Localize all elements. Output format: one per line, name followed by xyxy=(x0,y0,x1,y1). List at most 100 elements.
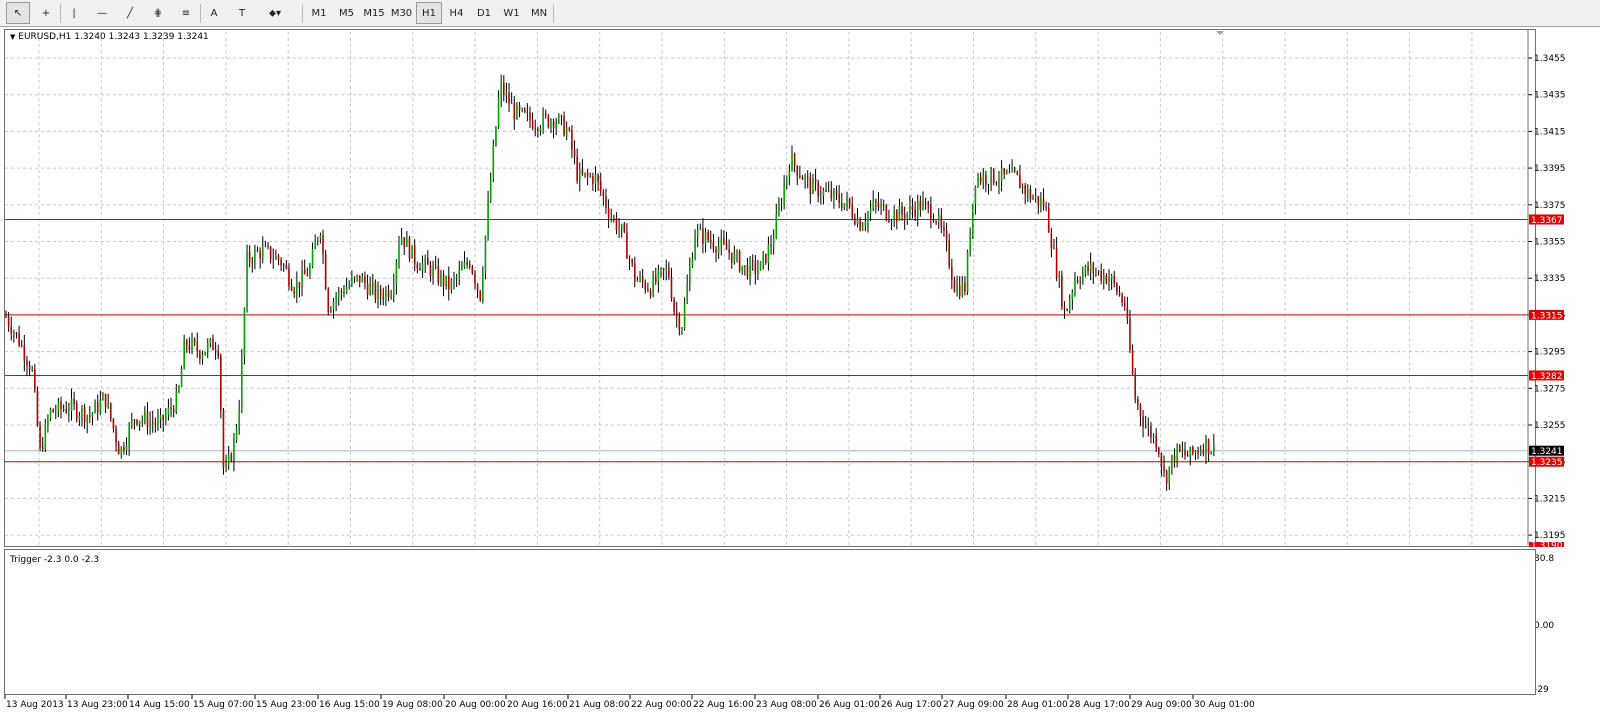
timeframe-m30-button[interactable]: M30 xyxy=(390,7,413,19)
candle-body xyxy=(610,217,613,219)
candle-body xyxy=(1155,435,1157,449)
candle-body xyxy=(398,243,400,262)
candle-body xyxy=(243,309,246,357)
candle-body xyxy=(791,154,793,171)
candle-body xyxy=(361,276,364,283)
candle-body xyxy=(141,419,144,422)
candle-body xyxy=(508,92,510,105)
candle-body xyxy=(678,316,681,330)
equidistant-channel-tool-button[interactable]: ⋕ xyxy=(146,2,170,24)
candle-body xyxy=(1139,404,1142,417)
candle-body xyxy=(542,113,544,129)
candle-body xyxy=(699,228,702,230)
candle-body xyxy=(623,223,626,232)
candle-body xyxy=(822,190,825,196)
candle-body xyxy=(749,260,751,278)
candle-body xyxy=(605,196,607,208)
candle-body xyxy=(89,415,91,417)
candle-body xyxy=(720,238,723,246)
vertical-line-tool-button[interactable]: | xyxy=(62,2,86,24)
trendline-tool-button[interactable]: ╱ xyxy=(118,2,142,24)
candle-body xyxy=(919,200,922,210)
candle-body xyxy=(191,339,193,351)
candle-body xyxy=(1147,426,1150,428)
candle-body xyxy=(922,201,924,210)
candle-body xyxy=(324,253,327,289)
candle-body xyxy=(427,257,429,265)
toolbar-separator xyxy=(200,4,201,23)
candle-body xyxy=(372,282,374,285)
candle-body xyxy=(903,214,906,220)
candle-body xyxy=(400,237,403,244)
chart-menu-triangle-icon[interactable]: ▼ xyxy=(10,33,16,41)
time-axis-label: 28 Aug 01:00 xyxy=(1007,700,1068,710)
candle-body xyxy=(261,246,264,259)
candle-body xyxy=(746,265,749,278)
candle-body xyxy=(510,103,513,105)
candle-body xyxy=(1097,270,1100,272)
candle-body xyxy=(521,108,523,110)
candle-body xyxy=(783,184,785,205)
horizontal-line-tool-button[interactable]: — xyxy=(90,2,114,24)
candle-body xyxy=(178,386,180,392)
timeframe-mn-button[interactable]: MN xyxy=(530,7,548,19)
candle-body xyxy=(830,190,833,199)
text-tool-button[interactable]: A xyxy=(202,2,226,24)
timeframe-h1-button[interactable]: H1 xyxy=(416,2,442,24)
candle-body xyxy=(992,168,995,184)
candle-body xyxy=(1144,426,1147,428)
timeframe-w1-button[interactable]: W1 xyxy=(503,7,520,19)
candle-body xyxy=(778,205,780,215)
indicator-panel[interactable] xyxy=(4,549,1536,695)
candle-body xyxy=(1105,274,1108,284)
fibonacci-retracement-tool-button[interactable]: ≡ xyxy=(174,2,198,24)
timeframe-m5-button[interactable]: M5 xyxy=(339,7,354,19)
timeframe-h4-button[interactable]: H4 xyxy=(449,7,464,19)
candle-body xyxy=(495,126,497,146)
candle-body xyxy=(133,419,136,421)
candle-body xyxy=(1184,450,1186,456)
level-price-tag xyxy=(1529,456,1564,467)
time-axis-label: 22 Aug 00:00 xyxy=(631,700,692,710)
level-price-label: 1.3315 xyxy=(1531,311,1563,321)
candle-body xyxy=(657,269,660,282)
candle-body xyxy=(534,128,537,130)
timeframe-d1-button[interactable]: D1 xyxy=(476,7,492,19)
candle-body xyxy=(503,82,505,96)
candle-body xyxy=(937,215,940,223)
cursor-tool-button[interactable]: ↖ xyxy=(6,2,30,24)
candle-body xyxy=(956,285,958,292)
candle-body xyxy=(1000,168,1003,182)
arrows-tool-button[interactable]: ⬥▾ xyxy=(258,2,292,24)
candle-body xyxy=(1160,453,1163,467)
timeframe-m15-button[interactable]: M15 xyxy=(363,7,385,19)
candle-body xyxy=(241,356,243,410)
candle-body xyxy=(987,184,990,186)
candle-body xyxy=(1137,399,1139,405)
candle-body xyxy=(1024,185,1026,194)
text-label-tool-button[interactable]: T xyxy=(230,2,254,24)
candle-body xyxy=(458,270,461,278)
candle-body xyxy=(597,174,599,182)
chart-shift-marker-icon xyxy=(1216,31,1224,35)
candle-body xyxy=(945,230,948,241)
candle-body xyxy=(471,266,474,274)
candle-body xyxy=(277,255,280,260)
candle-body xyxy=(337,290,340,298)
candle-body xyxy=(589,175,592,177)
candle-body xyxy=(235,427,238,440)
timeframe-m1-button[interactable]: M1 xyxy=(311,7,327,19)
price-chart-panel[interactable] xyxy=(4,29,1536,547)
candle-body xyxy=(248,251,251,262)
candle-body xyxy=(793,154,796,166)
crosshair-tool-button[interactable]: + xyxy=(34,2,58,24)
candle-body xyxy=(990,168,992,185)
candle-body xyxy=(885,205,888,220)
candle-body xyxy=(982,174,985,182)
candle-body xyxy=(859,218,861,231)
candle-body xyxy=(977,176,979,186)
candle-body xyxy=(180,369,183,387)
level-price-label: 1.3367 xyxy=(1531,216,1563,226)
candle-body xyxy=(230,454,233,461)
